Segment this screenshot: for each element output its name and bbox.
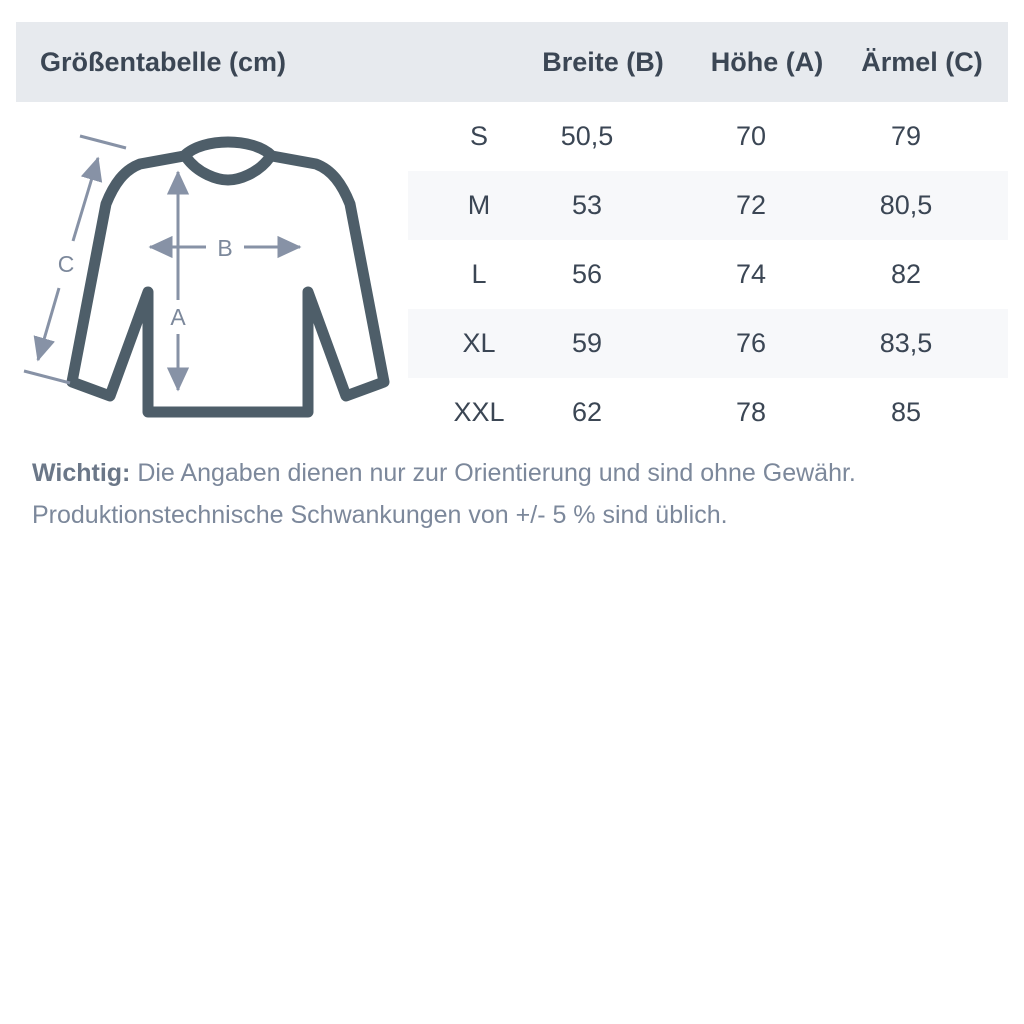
cell-sleeve: 79: [890, 121, 922, 151]
dimension-label-b: B: [217, 235, 232, 261]
cell-width: 53: [571, 190, 603, 220]
dimension-label-c: C: [58, 251, 75, 277]
cell-height: 72: [735, 190, 767, 220]
disclaimer-line-2: Produktionstechnische Schwankungen von +…: [32, 501, 728, 529]
dimension-label-a: A: [170, 304, 186, 330]
cell-width: 62: [571, 397, 603, 427]
cell-sleeve: 80,5: [879, 190, 933, 220]
disclaimer-line-1: Wichtig: Die Angaben dienen nur zur Orie…: [32, 452, 992, 494]
cell-width: 50,5: [560, 121, 614, 151]
cell-size: L: [471, 259, 487, 289]
cell-size: XXL: [453, 397, 505, 427]
disclaimer-text-1: Die Angaben dienen nur zur Orientierung …: [130, 459, 856, 487]
disclaimer-note: Wichtig: Die Angaben dienen nur zur Orie…: [32, 452, 992, 536]
cell-sleeve: 83,5: [879, 328, 933, 358]
cell-size: S: [469, 121, 488, 151]
sweatshirt-icon: [66, 136, 390, 418]
cell-sleeve: 82: [890, 259, 922, 289]
disclaimer-lead: Wichtig:: [32, 459, 131, 487]
size-table-body: S 50,5 70 79 M 53 72 80,5 L 56 74 82 XL …: [408, 102, 1008, 447]
cell-height: 78: [735, 397, 767, 427]
cell-width: 59: [571, 328, 603, 358]
table-row: XL 59 76 83,5: [408, 309, 1008, 378]
table-row: M 53 72 80,5: [408, 171, 1008, 240]
garment-diagram: A B C: [16, 112, 408, 442]
cell-size: M: [467, 190, 491, 220]
table-row: L 56 74 82: [408, 240, 1008, 309]
cell-height: 76: [735, 328, 767, 358]
column-header-width: Breite (B): [542, 47, 664, 77]
table-row: S 50,5 70 79: [408, 102, 1008, 171]
column-header-height: Höhe (A): [710, 47, 824, 77]
table-header: Größentabelle (cm) Breite (B) Höhe (A) Ä…: [16, 22, 1008, 102]
cell-height: 70: [735, 121, 767, 151]
cell-width: 56: [571, 259, 603, 289]
column-header-sleeve: Ärmel (C): [861, 47, 983, 77]
table-row: XXL 62 78 85: [408, 378, 1008, 447]
cell-height: 74: [735, 259, 767, 289]
dimension-arrow-c: [23, 134, 127, 385]
page-title: Größentabelle (cm): [40, 47, 287, 77]
cell-sleeve: 85: [890, 397, 922, 427]
cell-size: XL: [462, 328, 496, 358]
